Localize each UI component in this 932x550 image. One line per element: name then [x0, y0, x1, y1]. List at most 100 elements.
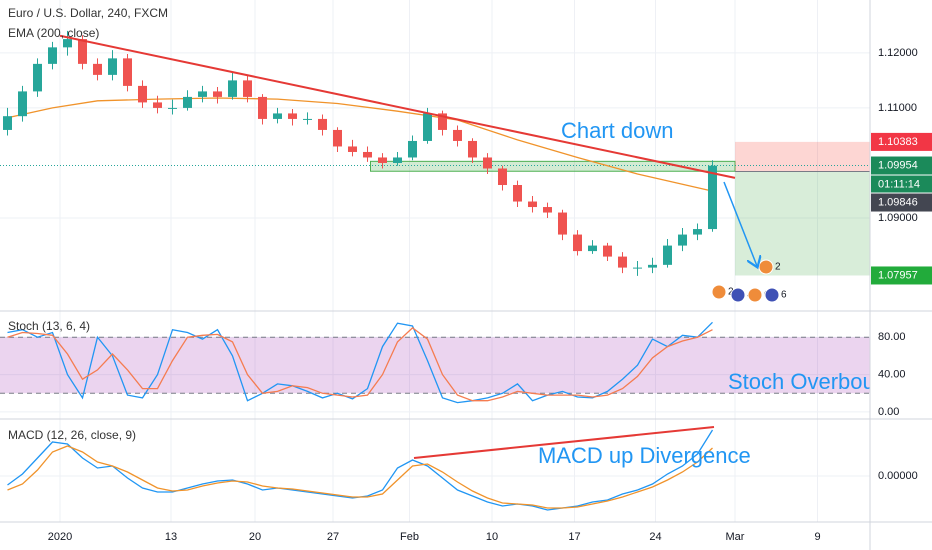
annotation: Chart down [561, 118, 674, 143]
annotation: MACD up Divergence [538, 443, 751, 468]
candle-body [288, 113, 297, 119]
x-tick-label: 27 [327, 531, 339, 543]
x-tick-label: Feb [400, 531, 419, 543]
indicator-line [7, 327, 713, 402]
event-icon [764, 287, 780, 303]
candle-body [213, 91, 222, 97]
candle-body [438, 113, 447, 130]
legend-entry: EMA (200, close) [8, 26, 99, 40]
x-tick-label: 2020 [48, 531, 72, 543]
x-tick-label: 17 [568, 531, 580, 543]
candle-body [63, 39, 72, 48]
candle-body [543, 207, 552, 213]
candle-body [18, 91, 27, 117]
annotation: Stoch Overbought [728, 369, 905, 394]
candle-body [513, 185, 522, 202]
price-badge-label: 1.10383 [878, 136, 918, 148]
candle-body [228, 80, 237, 97]
price-badge-label: 1.09954 [878, 159, 918, 171]
indicator-line [7, 445, 713, 509]
event-icon [730, 287, 746, 303]
candle-body [183, 96, 192, 108]
down-arrow [723, 181, 757, 266]
candle-body [258, 96, 267, 119]
candle-body [3, 116, 12, 130]
event-icon [758, 259, 774, 275]
x-tick-label: 10 [486, 531, 498, 543]
candle-body [348, 146, 357, 152]
candle-body [153, 102, 162, 108]
candle-body [93, 63, 102, 75]
candle-body [168, 107, 177, 109]
candle-body [468, 140, 477, 158]
y-tick-label: 0.00 [878, 406, 899, 418]
chart-title: Euro / U.S. Dollar, 240, FXCM [8, 6, 168, 20]
candle-body [243, 80, 252, 97]
candle-body [48, 47, 57, 64]
panel-title: MACD (12, 26, close, 9) [8, 428, 136, 442]
event-icon [747, 287, 763, 303]
trend-line [413, 426, 715, 459]
candle-body [603, 245, 612, 257]
indicator-line [7, 97, 713, 192]
axes: 2020 13 20 27 Feb 10 17 24 Mar 9 1.09000 1.11000 1.1… [48, 47, 932, 543]
candle-body [648, 264, 657, 268]
candle-body [408, 140, 417, 158]
price-badge [871, 193, 932, 212]
x-tick-label: 24 [649, 531, 661, 543]
event-count: 2 [728, 287, 734, 298]
candle-body [363, 151, 372, 158]
candle-body [108, 58, 117, 75]
candle-body [453, 129, 462, 141]
countdown: 01:11:14 [878, 178, 920, 190]
price-badge-label: 1.07957 [878, 269, 918, 281]
band-fill [0, 337, 870, 394]
y-tick-label: 0.00000 [878, 470, 918, 482]
support-zone [370, 160, 736, 172]
x-tick-label: Mar [726, 531, 745, 543]
candle-body [483, 157, 492, 169]
candle-body [138, 85, 147, 103]
candle-body [663, 245, 672, 265]
candle-body [33, 63, 42, 92]
y-tick-label: 1.12000 [878, 47, 918, 59]
price-badge-label: 1.09846 [878, 196, 918, 208]
countdown-badge [871, 175, 932, 193]
y-tick-label: 1.11000 [878, 102, 917, 114]
stop-zone [735, 141, 870, 172]
candle-body [273, 113, 282, 119]
price-badge [871, 266, 932, 285]
event-count: 2 [775, 262, 781, 273]
candle-body [333, 129, 342, 147]
panel-title: Stoch (13, 6, 4) [8, 319, 90, 333]
candle-body [573, 234, 582, 252]
candle-body [198, 91, 207, 97]
candle-body [393, 157, 402, 163]
candle-body [498, 168, 507, 186]
candle-body [558, 212, 567, 235]
y-tick-label: 40.00 [878, 368, 906, 380]
candle-body [318, 118, 327, 130]
candle-body [123, 58, 132, 86]
x-tick-label: 13 [165, 531, 177, 543]
candle-body [378, 157, 387, 163]
x-tick-label: 20 [249, 531, 261, 543]
y-tick-label: 1.09000 [878, 212, 918, 224]
trend-line [59, 34, 736, 179]
x-tick-label: 9 [814, 531, 820, 543]
event-icon [711, 284, 727, 300]
price-badge [871, 132, 932, 151]
candle-body [528, 201, 537, 208]
event-count: 6 [781, 290, 787, 301]
candle-body [303, 118, 312, 120]
candle-body [423, 113, 432, 141]
candle-body [588, 245, 597, 252]
candle-body [618, 256, 627, 268]
price-badge [871, 156, 932, 175]
candle-body [693, 229, 702, 235]
candle-body [708, 165, 717, 230]
candle-body [678, 234, 687, 246]
candle-body [78, 39, 87, 64]
